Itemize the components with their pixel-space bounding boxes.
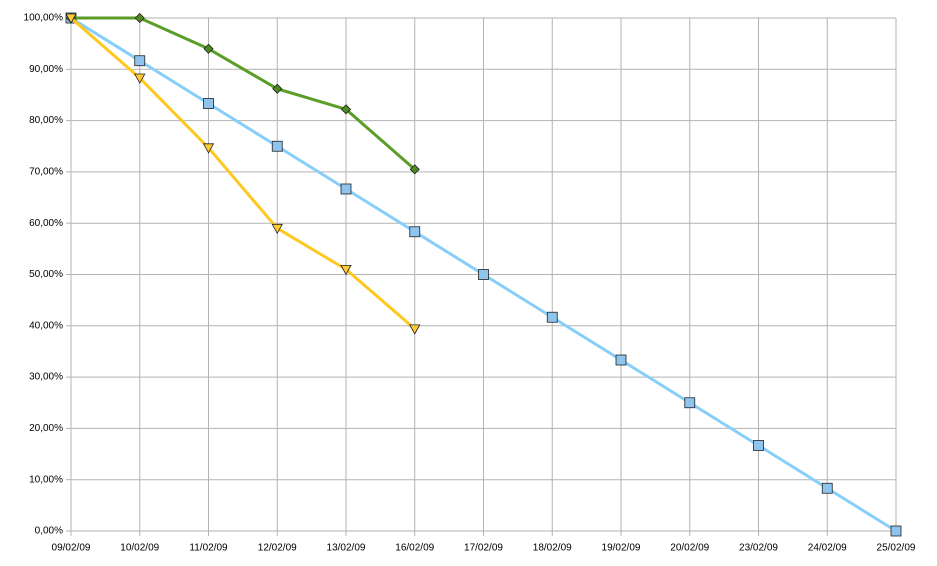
marker xyxy=(340,183,352,195)
marker xyxy=(271,223,283,235)
marker xyxy=(890,525,902,537)
x-tick-label: 19/02/09 xyxy=(602,543,641,554)
series xyxy=(65,13,421,335)
marker xyxy=(203,98,214,109)
x-tick-label: 10/02/09 xyxy=(120,543,159,554)
x-tick-label: 25/02/09 xyxy=(877,543,916,554)
x-tick-label: 13/02/09 xyxy=(327,543,366,554)
series xyxy=(65,12,902,537)
marker xyxy=(134,12,145,24)
marker xyxy=(65,13,77,24)
y-tick-label: 0,00% xyxy=(35,526,63,537)
marker xyxy=(409,324,421,335)
y-tick-label: 10,00% xyxy=(29,474,63,485)
x-tick-label: 23/02/09 xyxy=(739,543,778,554)
x-tick-label: 09/02/09 xyxy=(52,543,91,554)
marker xyxy=(615,354,627,366)
y-tick-label: 60,00% xyxy=(29,218,63,229)
x-tick-label: 20/02/09 xyxy=(670,543,709,554)
marker xyxy=(340,104,352,115)
y-tick-label: 30,00% xyxy=(29,372,63,383)
marker xyxy=(134,55,146,67)
marker xyxy=(409,226,421,238)
y-tick-label: 40,00% xyxy=(29,320,63,331)
marker xyxy=(409,164,420,175)
marker xyxy=(202,143,215,154)
marker xyxy=(340,264,352,276)
y-tick-label: 20,00% xyxy=(29,423,63,434)
marker xyxy=(271,140,283,152)
marker xyxy=(753,440,764,451)
y-tick-label: 50,00% xyxy=(29,269,63,280)
marker xyxy=(203,43,214,54)
series xyxy=(65,12,420,175)
x-tick-label: 16/02/09 xyxy=(395,543,434,554)
marker xyxy=(478,269,489,280)
y-tick-label: 100,00% xyxy=(24,13,64,24)
y-tick-label: 90,00% xyxy=(29,64,63,75)
marker xyxy=(821,482,833,494)
x-tick-label: 17/02/09 xyxy=(464,543,503,554)
marker xyxy=(546,311,558,323)
x-tick-label: 18/02/09 xyxy=(533,543,572,554)
y-tick-label: 70,00% xyxy=(29,167,63,178)
marker xyxy=(272,83,283,94)
x-tick-label: 12/02/09 xyxy=(258,543,297,554)
y-tick-label: 80,00% xyxy=(29,115,63,126)
x-tick-label: 24/02/09 xyxy=(808,543,847,554)
marker xyxy=(684,397,696,409)
x-tick-label: 11/02/09 xyxy=(189,543,228,554)
line xyxy=(70,16,416,331)
marker xyxy=(134,73,146,84)
line xyxy=(71,16,416,171)
